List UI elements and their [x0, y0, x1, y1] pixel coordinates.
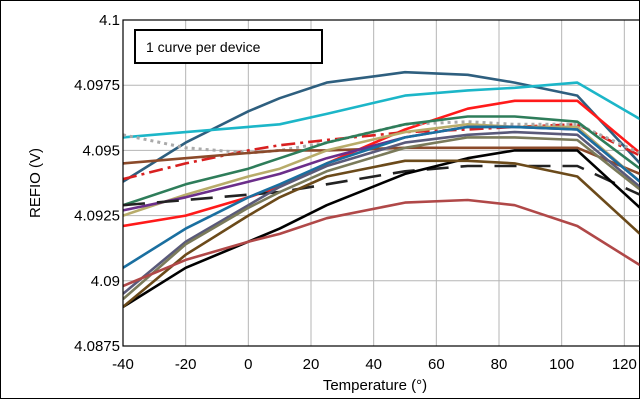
- y-tick-labels: 4.0875 4.09 4.0925 4.095 4.0975 4.1: [74, 12, 120, 355]
- x-tick-label-7: 100: [549, 356, 574, 373]
- x-tick-label-5: 60: [428, 356, 445, 373]
- series-line-1: [123, 70, 640, 183]
- x-tick-labels: -40 -20 0 20 40 60 80 100 120: [112, 356, 637, 373]
- x-tick-label-1: -20: [175, 356, 197, 373]
- series-line-14: [123, 149, 640, 309]
- plot-area-border: [122, 19, 640, 347]
- y-tick-label-2: 4.0925: [74, 208, 120, 225]
- series-line-12: [123, 130, 640, 295]
- x-tick-label-2: 0: [244, 356, 252, 373]
- x-tick-label-6: 80: [491, 356, 508, 373]
- series-line-13: [123, 136, 640, 301]
- series-line-11: [123, 125, 640, 269]
- series-line-10: [123, 164, 640, 207]
- legend: 1 curve per device: [134, 29, 323, 64]
- y-tick-label-0: 4.0875: [74, 338, 120, 355]
- series-line-4: [123, 123, 640, 181]
- x-axis-title: Temperature (°): [323, 377, 427, 394]
- y-tick-label-4: 4.0975: [74, 77, 120, 94]
- series-line-15: [123, 159, 640, 308]
- series-line-16: [123, 198, 640, 288]
- x-tick-label-3: 20: [303, 356, 320, 373]
- series-layer: [123, 70, 640, 309]
- y-tick-label-3: 4.095: [82, 142, 120, 159]
- y-tick-label-1: 4.09: [91, 273, 120, 290]
- series-line-7: [123, 115, 640, 207]
- x-tick-label-0: -40: [112, 356, 134, 373]
- legend-box: [134, 29, 323, 64]
- series-line-3: [123, 99, 640, 228]
- x-tick-label-4: 40: [365, 356, 382, 373]
- y-tick-label-5: 4.1: [99, 12, 120, 29]
- legend-text: 1 curve per device: [146, 39, 261, 55]
- y-axis-title: REFIO (V): [27, 148, 44, 218]
- series-line-2: [123, 81, 640, 139]
- x-tick-label-8: 120: [612, 356, 637, 373]
